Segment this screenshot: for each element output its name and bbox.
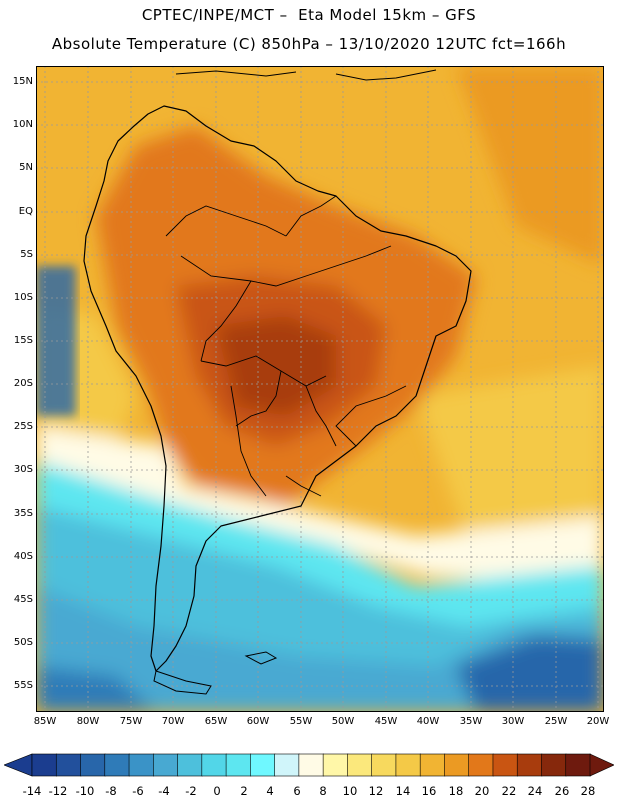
colorbar-label: 16 bbox=[421, 784, 437, 798]
colorbar-label: 14 bbox=[395, 784, 411, 798]
colorbar-cell bbox=[565, 753, 591, 777]
colorbar-label: 6 bbox=[293, 784, 301, 798]
lat-label: 55S bbox=[13, 680, 33, 691]
colorbar-label: 18 bbox=[448, 784, 464, 798]
lat-label: 20S bbox=[13, 378, 33, 389]
colorbar-cell bbox=[225, 753, 252, 777]
lon-label: 25W bbox=[544, 716, 568, 727]
tierra-del-fuego bbox=[153, 670, 212, 695]
colorbar-cell bbox=[31, 753, 58, 777]
colorbar-cell bbox=[468, 753, 494, 777]
colorbar-cell bbox=[128, 753, 155, 777]
colorbar bbox=[4, 753, 614, 777]
colorbar-label: 24 bbox=[527, 784, 543, 798]
lon-label: 50W bbox=[331, 716, 355, 727]
colorbar-cell bbox=[419, 753, 446, 777]
colorbar-label: -2 bbox=[185, 784, 197, 798]
colorbar-cell bbox=[371, 753, 397, 777]
lat-label: 25S bbox=[13, 421, 33, 432]
cold-band-4 bbox=[456, 636, 604, 712]
lat-label: 45S bbox=[13, 594, 33, 605]
colorbar-cell bbox=[104, 753, 130, 777]
colorbar-cell bbox=[492, 753, 519, 777]
lon-label: 45W bbox=[374, 716, 398, 727]
colorbar-cell bbox=[298, 753, 324, 777]
lon-label: 85W bbox=[33, 716, 57, 727]
lat-label: 15S bbox=[13, 335, 33, 346]
lat-label: 5N bbox=[19, 162, 33, 173]
temperature-map bbox=[36, 66, 604, 712]
cold-band-5 bbox=[36, 666, 156, 712]
colorbar-label: 26 bbox=[554, 784, 570, 798]
falkland-islands bbox=[244, 651, 278, 665]
colorbar-cell bbox=[516, 753, 543, 777]
lon-label: 70W bbox=[161, 716, 185, 727]
colorbar-cell bbox=[347, 753, 373, 777]
cold-band-3 bbox=[36, 586, 604, 712]
colorbar-cell bbox=[80, 753, 106, 777]
colorbar-cell bbox=[153, 753, 179, 777]
lat-label: 50S bbox=[13, 637, 33, 648]
map-title-line1: CPTEC/INPE/MCT – Eta Model 15km – GFS bbox=[141, 6, 477, 24]
lon-label: 65W bbox=[204, 716, 228, 727]
colorbar-arrow-right bbox=[589, 753, 614, 777]
colorbar-cell bbox=[541, 753, 567, 777]
colorbar-label: -6 bbox=[132, 784, 144, 798]
colorbar-cell bbox=[250, 753, 276, 777]
colorbar-label: 12 bbox=[368, 784, 384, 798]
lat-label: 10N bbox=[12, 119, 33, 130]
colorbar-label: 28 bbox=[580, 784, 596, 798]
lon-label: 55W bbox=[289, 716, 313, 727]
colorbar-cell bbox=[55, 753, 82, 777]
caribbean-islands bbox=[175, 69, 437, 81]
colorbar-label: 10 bbox=[342, 784, 358, 798]
lon-label: 40W bbox=[416, 716, 440, 727]
lat-label: 10S bbox=[13, 292, 33, 303]
lon-label: 80W bbox=[76, 716, 100, 727]
country-borders bbox=[165, 195, 407, 497]
colorbar-cell bbox=[177, 753, 203, 777]
colorbar-cell bbox=[444, 753, 470, 777]
colorbar-label: 2 bbox=[240, 784, 248, 798]
colorbar-label: 0 bbox=[213, 784, 221, 798]
colorbar-label: -12 bbox=[48, 784, 68, 798]
colorbar-cell bbox=[322, 753, 349, 777]
colorbar-arrow-left bbox=[4, 753, 33, 777]
lat-label: 15N bbox=[12, 76, 33, 87]
cool-atlantic-band bbox=[416, 366, 604, 536]
colorbar-label: 22 bbox=[501, 784, 517, 798]
warm-ocean-band bbox=[456, 66, 604, 266]
lon-label: 30W bbox=[501, 716, 525, 727]
colorbar-cell bbox=[395, 753, 421, 777]
colorbar-label: -4 bbox=[158, 784, 170, 798]
colorbar-cell bbox=[201, 753, 227, 777]
lon-label: 60W bbox=[246, 716, 270, 727]
lon-label: 35W bbox=[459, 716, 483, 727]
lat-label: 30S bbox=[13, 464, 33, 475]
lat-label: EQ bbox=[18, 206, 33, 217]
map-title-line2: Absolute Temperature (C) 850hPa – 13/10/… bbox=[51, 35, 567, 53]
colorbar-label: -8 bbox=[105, 784, 117, 798]
continent-outline bbox=[83, 105, 472, 672]
colorbar-label: -14 bbox=[22, 784, 42, 798]
colorbar-label: 20 bbox=[474, 784, 490, 798]
pale-band bbox=[36, 426, 604, 586]
lat-label: 35S bbox=[13, 508, 33, 519]
lon-label: 75W bbox=[119, 716, 143, 727]
lat-label: 40S bbox=[13, 551, 33, 562]
colorbar-label: -10 bbox=[75, 784, 95, 798]
colorbar-cell bbox=[274, 753, 300, 777]
lon-label: 20W bbox=[586, 716, 610, 727]
colorbar-label: 4 bbox=[266, 784, 274, 798]
colorbar-label: 8 bbox=[319, 784, 327, 798]
lat-label: 5S bbox=[20, 249, 33, 260]
